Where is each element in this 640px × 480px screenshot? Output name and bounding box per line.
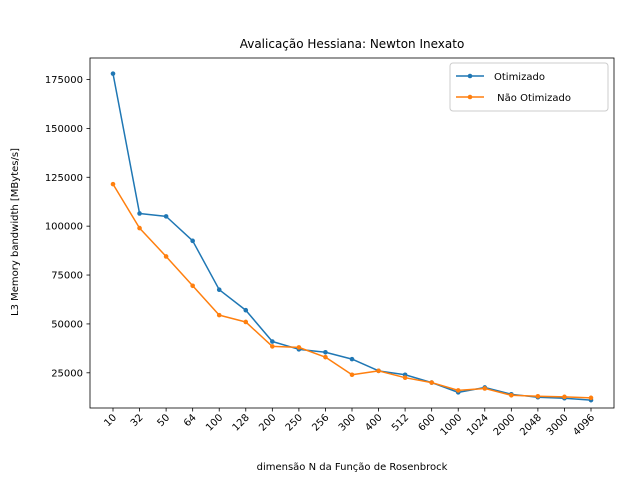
x-axis-label: dimensão N da Função de Rosenbrock [257, 462, 448, 473]
data-point-series-1 [455, 388, 461, 393]
data-point-series-1 [376, 368, 381, 374]
data-point-series-1 [296, 345, 302, 350]
y-tick-label: 125000 [45, 173, 83, 184]
data-point-series-1 [163, 254, 169, 259]
data-point-series-1 [482, 386, 488, 391]
legend-label-0: Otimizado [494, 72, 545, 83]
data-point-series-1 [349, 372, 355, 378]
data-point-series-1 [509, 392, 514, 398]
data-point-series-1 [110, 181, 116, 187]
data-point-series-0 [216, 287, 222, 293]
legend-marker-1 [467, 94, 473, 100]
data-point-series-0 [243, 307, 249, 313]
data-point-series-1 [243, 319, 249, 325]
legend-box [449, 62, 609, 112]
y-axis-label: L3 Memory bandwidth [MBytes/s] [10, 148, 21, 316]
data-point-series-1 [323, 354, 328, 360]
y-tick-label: 150000 [45, 124, 83, 135]
y-tick-label: 50000 [51, 319, 83, 330]
data-point-series-1 [429, 380, 434, 385]
legend-marker-0 [467, 73, 473, 79]
data-point-series-0 [110, 71, 116, 76]
data-point-series-0 [349, 356, 355, 362]
data-point-series-1 [216, 312, 222, 318]
data-point-series-1 [562, 394, 567, 400]
y-tick-label: 75000 [51, 271, 83, 282]
data-point-series-1 [402, 375, 408, 380]
data-point-series-0 [323, 349, 328, 355]
y-tick-label: 25000 [51, 368, 83, 379]
legend: Otimizado Não Otimizado [449, 62, 609, 112]
data-point-series-0 [137, 211, 142, 216]
chart-title: Avalicação Hessiana: Newton Inexato [240, 37, 465, 51]
y-tick-label: 175000 [45, 75, 83, 86]
data-point-series-1 [588, 395, 594, 401]
y-tick-label: 100000 [45, 222, 83, 233]
legend-label-1: Não Otimizado [494, 93, 571, 104]
data-point-series-1 [190, 283, 195, 289]
data-point-series-1 [137, 225, 142, 231]
data-point-series-0 [190, 238, 195, 244]
data-point-series-1 [535, 393, 541, 399]
data-point-series-1 [270, 344, 275, 349]
data-point-series-0 [163, 214, 169, 219]
data-point-series-0 [270, 339, 275, 344]
